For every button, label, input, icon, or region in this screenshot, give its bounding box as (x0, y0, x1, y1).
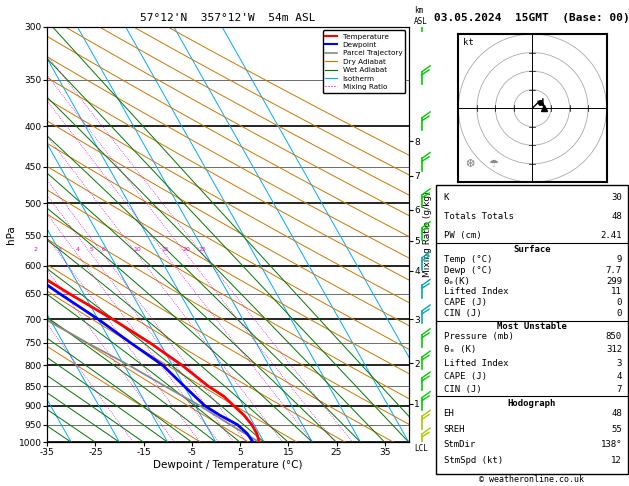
Text: CIN (J): CIN (J) (443, 309, 481, 318)
Text: 312: 312 (606, 346, 622, 354)
Text: Hodograph: Hodograph (508, 399, 556, 407)
Text: StmDir: StmDir (443, 440, 476, 450)
Text: PW (cm): PW (cm) (443, 231, 481, 240)
Text: 30: 30 (611, 193, 622, 202)
Text: ☂: ☂ (488, 159, 498, 170)
Text: 5: 5 (89, 247, 93, 252)
Text: 850: 850 (606, 332, 622, 341)
Text: 2.41: 2.41 (601, 231, 622, 240)
Text: kt: kt (463, 38, 474, 48)
Text: CIN (J): CIN (J) (443, 385, 481, 395)
Text: StmSpd (kt): StmSpd (kt) (443, 456, 503, 465)
Text: LCL: LCL (415, 444, 428, 453)
Text: 6: 6 (101, 247, 105, 252)
Text: km
ASL: km ASL (415, 6, 428, 26)
Text: Totals Totals: Totals Totals (443, 212, 513, 221)
Text: EH: EH (443, 409, 454, 417)
Text: Temp (°C): Temp (°C) (443, 255, 492, 264)
Text: 48: 48 (611, 409, 622, 417)
Text: 3: 3 (58, 247, 62, 252)
Y-axis label: Mixing Ratio (g/kg): Mixing Ratio (g/kg) (423, 191, 432, 278)
Text: θₑ (K): θₑ (K) (443, 346, 476, 354)
Text: 4: 4 (616, 372, 622, 381)
Text: 4: 4 (75, 247, 79, 252)
Text: θₑ(K): θₑ(K) (443, 277, 470, 286)
Text: 11: 11 (611, 287, 622, 296)
Text: 0: 0 (616, 298, 622, 307)
Text: 48: 48 (611, 212, 622, 221)
Text: SREH: SREH (443, 425, 465, 434)
Text: 2: 2 (33, 247, 38, 252)
Text: K: K (443, 193, 449, 202)
Text: 7: 7 (616, 385, 622, 395)
Text: 25: 25 (199, 247, 207, 252)
Text: 299: 299 (606, 277, 622, 286)
Text: 03.05.2024  15GMT  (Base: 00): 03.05.2024 15GMT (Base: 00) (434, 13, 629, 23)
X-axis label: Dewpoint / Temperature (°C): Dewpoint / Temperature (°C) (153, 460, 303, 469)
Text: 12: 12 (611, 456, 622, 465)
Text: CAPE (J): CAPE (J) (443, 372, 487, 381)
Text: 0: 0 (616, 309, 622, 318)
Text: 10: 10 (133, 247, 141, 252)
Text: 138°: 138° (601, 440, 622, 450)
Text: Lifted Index: Lifted Index (443, 359, 508, 368)
Text: Pressure (mb): Pressure (mb) (443, 332, 513, 341)
Title: 57°12'N  357°12'W  54m ASL: 57°12'N 357°12'W 54m ASL (140, 13, 316, 23)
Text: ❆: ❆ (465, 159, 475, 170)
Text: 15: 15 (162, 247, 169, 252)
Text: 3: 3 (616, 359, 622, 368)
Text: Lifted Index: Lifted Index (443, 287, 508, 296)
Text: Surface: Surface (513, 245, 550, 254)
Text: 55: 55 (611, 425, 622, 434)
Text: 20: 20 (182, 247, 190, 252)
Text: Dewp (°C): Dewp (°C) (443, 266, 492, 275)
Text: CAPE (J): CAPE (J) (443, 298, 487, 307)
Text: 7.7: 7.7 (606, 266, 622, 275)
Text: 9: 9 (616, 255, 622, 264)
Text: © weatheronline.co.uk: © weatheronline.co.uk (479, 475, 584, 484)
Y-axis label: hPa: hPa (6, 225, 16, 244)
Text: Most Unstable: Most Unstable (497, 322, 567, 331)
Legend: Temperature, Dewpoint, Parcel Trajectory, Dry Adiabat, Wet Adiabat, Isotherm, Mi: Temperature, Dewpoint, Parcel Trajectory… (323, 30, 405, 93)
